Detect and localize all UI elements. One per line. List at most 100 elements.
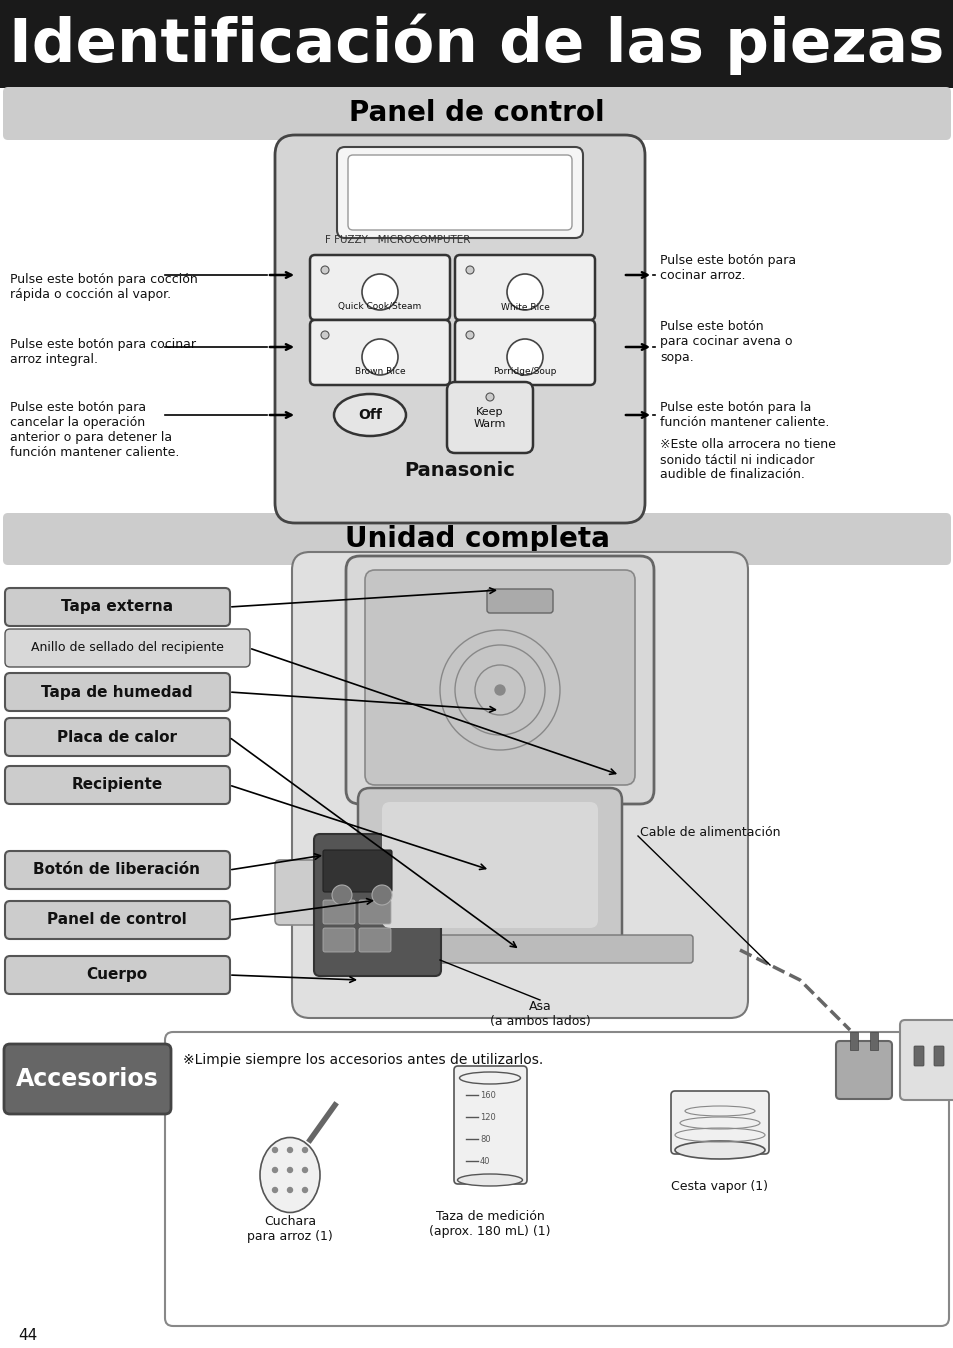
FancyBboxPatch shape xyxy=(358,900,391,923)
FancyBboxPatch shape xyxy=(3,88,950,140)
FancyBboxPatch shape xyxy=(292,551,747,1018)
Ellipse shape xyxy=(334,394,406,435)
FancyBboxPatch shape xyxy=(447,381,533,453)
FancyBboxPatch shape xyxy=(323,900,355,923)
Circle shape xyxy=(302,1147,307,1153)
Text: Taza de medición
(aprox. 180 mL) (1): Taza de medición (aprox. 180 mL) (1) xyxy=(429,1211,550,1237)
FancyBboxPatch shape xyxy=(5,673,230,710)
FancyBboxPatch shape xyxy=(5,630,250,667)
Circle shape xyxy=(506,274,542,310)
FancyBboxPatch shape xyxy=(5,900,230,940)
Bar xyxy=(0,0,953,88)
Text: Panasonic: Panasonic xyxy=(404,461,515,480)
FancyBboxPatch shape xyxy=(486,589,553,613)
Text: Botón de liberación: Botón de liberación xyxy=(33,863,200,878)
Circle shape xyxy=(302,1167,307,1173)
Text: Accesorios: Accesorios xyxy=(15,1068,158,1091)
FancyBboxPatch shape xyxy=(323,927,355,952)
Circle shape xyxy=(273,1147,277,1153)
Circle shape xyxy=(495,685,504,696)
Circle shape xyxy=(287,1147,293,1153)
FancyBboxPatch shape xyxy=(3,514,950,565)
FancyBboxPatch shape xyxy=(346,555,654,803)
Text: Placa de calor: Placa de calor xyxy=(57,729,177,744)
Text: F FUZZY   MICROCOMPUTER: F FUZZY MICROCOMPUTER xyxy=(325,235,470,245)
FancyBboxPatch shape xyxy=(455,319,595,386)
Text: Cable de alimentación: Cable de alimentación xyxy=(639,825,780,838)
FancyBboxPatch shape xyxy=(323,851,392,892)
Text: Anillo de sellado del recipiente: Anillo de sellado del recipiente xyxy=(30,642,223,655)
Ellipse shape xyxy=(459,1072,520,1084)
Text: Cuchara
para arroz (1): Cuchara para arroz (1) xyxy=(247,1215,333,1243)
FancyBboxPatch shape xyxy=(347,936,692,962)
FancyBboxPatch shape xyxy=(899,1020,953,1100)
FancyBboxPatch shape xyxy=(381,802,598,927)
FancyBboxPatch shape xyxy=(310,319,450,386)
Text: 120: 120 xyxy=(479,1112,496,1122)
Text: ※Este olla arrocera no tiene
sonido táctil ni indicador
audible de finalización.: ※Este olla arrocera no tiene sonido táct… xyxy=(659,438,835,481)
Ellipse shape xyxy=(675,1140,764,1159)
FancyBboxPatch shape xyxy=(274,135,644,523)
Text: Brown Rice: Brown Rice xyxy=(355,368,405,376)
Text: Panel de control: Panel de control xyxy=(349,98,604,127)
FancyBboxPatch shape xyxy=(455,255,595,319)
Circle shape xyxy=(273,1188,277,1193)
Circle shape xyxy=(273,1167,277,1173)
FancyBboxPatch shape xyxy=(933,1046,943,1066)
Text: 44: 44 xyxy=(18,1328,37,1343)
Circle shape xyxy=(485,394,494,400)
Text: Asa
(a ambos lados): Asa (a ambos lados) xyxy=(489,1000,590,1029)
Circle shape xyxy=(287,1167,293,1173)
Text: Pulse este botón para la
función mantener caliente.: Pulse este botón para la función mantene… xyxy=(659,400,828,429)
FancyBboxPatch shape xyxy=(357,789,621,952)
FancyBboxPatch shape xyxy=(5,766,230,803)
FancyBboxPatch shape xyxy=(274,860,316,925)
Text: Tapa de humedad: Tapa de humedad xyxy=(41,685,193,700)
FancyBboxPatch shape xyxy=(913,1046,923,1066)
Bar xyxy=(849,1033,857,1050)
Text: Quick Cook/Steam: Quick Cook/Steam xyxy=(338,302,421,311)
Text: 160: 160 xyxy=(479,1091,496,1100)
FancyBboxPatch shape xyxy=(365,570,635,785)
Text: ※Limpie siempre los accesorios antes de utilizarlos.: ※Limpie siempre los accesorios antes de … xyxy=(183,1053,542,1068)
Circle shape xyxy=(287,1188,293,1193)
FancyBboxPatch shape xyxy=(835,1041,891,1099)
Circle shape xyxy=(361,338,397,375)
Circle shape xyxy=(332,886,352,905)
Circle shape xyxy=(320,332,329,338)
Text: Porridge/Soup: Porridge/Soup xyxy=(493,368,557,376)
FancyBboxPatch shape xyxy=(358,927,391,952)
FancyBboxPatch shape xyxy=(310,255,450,319)
Text: 80: 80 xyxy=(479,1135,490,1143)
Text: Off: Off xyxy=(357,408,381,422)
Circle shape xyxy=(361,274,397,310)
Circle shape xyxy=(465,266,474,274)
Text: Pulse este botón para
cocinar arroz.: Pulse este botón para cocinar arroz. xyxy=(659,253,796,282)
FancyBboxPatch shape xyxy=(5,588,230,625)
Text: Identificación de las piezas: Identificación de las piezas xyxy=(10,13,943,74)
Text: Unidad completa: Unidad completa xyxy=(344,524,609,553)
Text: Pulse este botón
para cocinar avena o
sopa.: Pulse este botón para cocinar avena o so… xyxy=(659,321,792,364)
FancyBboxPatch shape xyxy=(165,1033,948,1326)
Text: Tapa externa: Tapa externa xyxy=(61,600,172,615)
FancyBboxPatch shape xyxy=(454,1066,526,1184)
FancyBboxPatch shape xyxy=(4,1043,171,1113)
Text: Cuerpo: Cuerpo xyxy=(87,968,148,983)
Circle shape xyxy=(506,338,542,375)
FancyBboxPatch shape xyxy=(5,956,230,993)
Ellipse shape xyxy=(457,1174,522,1186)
FancyBboxPatch shape xyxy=(670,1091,768,1154)
Text: Cesta vapor (1): Cesta vapor (1) xyxy=(671,1180,768,1193)
Text: White Rice: White Rice xyxy=(500,302,549,311)
Text: Keep
Warm: Keep Warm xyxy=(474,407,506,429)
FancyBboxPatch shape xyxy=(348,155,572,231)
Bar xyxy=(869,1033,877,1050)
Text: Panel de control: Panel de control xyxy=(47,913,187,927)
FancyBboxPatch shape xyxy=(314,834,440,976)
FancyBboxPatch shape xyxy=(336,147,582,239)
Circle shape xyxy=(465,332,474,338)
Text: Pulse este botón para
cancelar la operación
anterior o para detener la
función m: Pulse este botón para cancelar la operac… xyxy=(10,400,179,460)
Circle shape xyxy=(302,1188,307,1193)
Text: 40: 40 xyxy=(479,1157,490,1166)
Circle shape xyxy=(320,266,329,274)
